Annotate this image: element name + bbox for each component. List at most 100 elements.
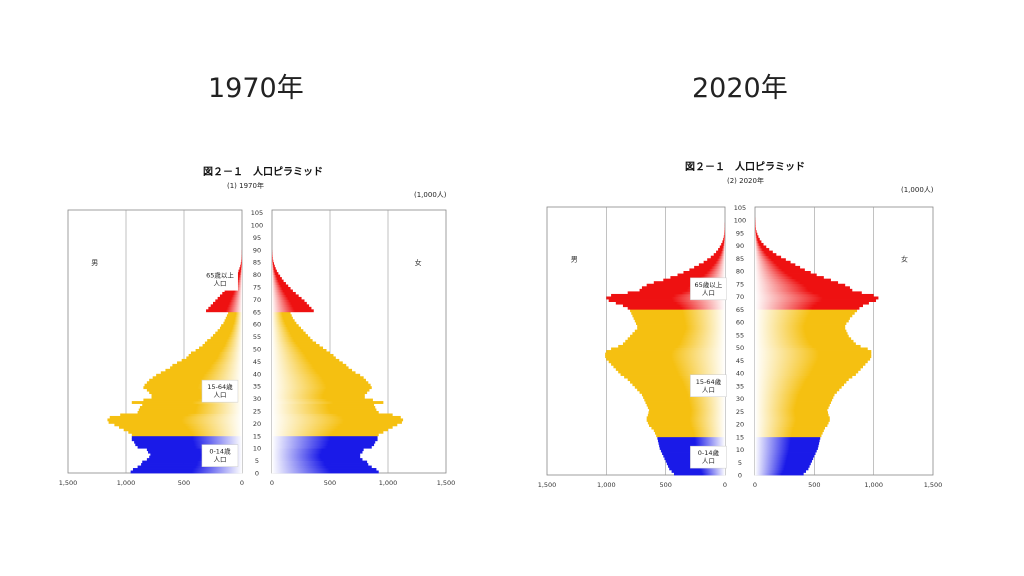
male-bar-age-24 xyxy=(648,411,725,415)
male-bar-age-73 xyxy=(224,289,242,293)
female-bar-age-59 xyxy=(755,322,847,325)
female-bar-age-70 xyxy=(755,293,874,297)
female-bar-age-19 xyxy=(755,424,828,427)
male-bar-age-27 xyxy=(142,403,242,407)
male-bar-age-50 xyxy=(199,346,242,350)
group-label-text: 15-64歳 xyxy=(696,377,722,386)
female-bar-age-47 xyxy=(272,353,334,357)
female-bar-age-2 xyxy=(272,465,372,469)
male-bar-age-39 xyxy=(620,373,725,376)
age-tick-label: 20 xyxy=(736,421,744,429)
male-bar-age-25 xyxy=(649,408,725,412)
age-tick-label: 85 xyxy=(253,259,261,267)
female-bar-age-29 xyxy=(272,398,373,402)
female-bar-age-9 xyxy=(755,449,817,453)
female-bar-age-97 xyxy=(755,225,756,229)
age-tick-label: 75 xyxy=(253,284,261,292)
female-bar-age-63 xyxy=(272,314,292,318)
female-bar-age-27 xyxy=(272,403,375,407)
female-bar-age-84 xyxy=(272,262,274,266)
female-bar-age-1 xyxy=(272,468,377,471)
male-bar-age-52 xyxy=(204,341,242,345)
female-bar-age-26 xyxy=(272,406,376,409)
female-bar-age-11 xyxy=(272,443,375,447)
female-bar-age-51 xyxy=(272,344,320,347)
age-tick-label: 45 xyxy=(736,357,744,365)
group-label-box xyxy=(201,379,239,403)
age-tick-label: 5 xyxy=(738,459,742,467)
male-bar-age-85 xyxy=(241,259,242,263)
male-bar-age-75 xyxy=(653,281,725,285)
male-bar-age-17 xyxy=(123,428,242,432)
male-bar-age-46 xyxy=(186,356,242,360)
female-bar-age-76 xyxy=(272,282,286,285)
x-tick-label-female: 500 xyxy=(808,481,820,489)
group-label-text: 15-64歳 xyxy=(207,382,233,391)
male-bar-age-29 xyxy=(143,398,242,402)
group-label-text: 人口 xyxy=(702,386,715,394)
population-pyramid-1970: 図２－１ 人口ピラミッド (1) 1970年 (1,000人) 0 5 10 15 20 25 3… xyxy=(59,165,456,487)
age-tick-label: 95 xyxy=(253,234,261,242)
age-tick-label: 105 xyxy=(251,209,263,217)
female-bar-age-85 xyxy=(755,255,782,259)
group-label-text: 人口 xyxy=(213,391,226,399)
female-bar-age-83 xyxy=(272,264,275,268)
male-bar-age-37 xyxy=(149,378,242,382)
female-bar-age-0 xyxy=(755,472,804,476)
female-bar-age-36 xyxy=(272,381,369,385)
male-bar-age-79 xyxy=(235,274,242,278)
male-bar-age-29 xyxy=(644,398,725,402)
male-bar-age-38 xyxy=(152,376,242,380)
age-tick-label: 35 xyxy=(736,382,744,390)
male-bar-age-13 xyxy=(657,439,725,443)
female-bar-age-90 xyxy=(755,242,764,246)
male-bar-age-36 xyxy=(146,381,242,385)
age-tick-label: 0 xyxy=(255,470,259,478)
male-bar-age-3 xyxy=(141,463,242,466)
male-bar-age-62 xyxy=(632,314,725,318)
male-bar-age-43 xyxy=(172,363,242,367)
male-bar-age-67 xyxy=(615,301,725,305)
male-bar-age-43 xyxy=(611,362,725,366)
group-label-box xyxy=(201,268,238,291)
female-bar-age-54 xyxy=(755,334,849,338)
male-bar-age-12 xyxy=(134,440,242,444)
male-bar-age-87 xyxy=(716,250,725,254)
female-bar-age-72 xyxy=(272,291,296,295)
male-bar-age-31 xyxy=(641,393,725,397)
female-bar-age-3 xyxy=(272,463,369,466)
age-tick-label: 50 xyxy=(736,344,744,352)
female-bar-age-50 xyxy=(272,346,324,350)
male-bar-age-20 xyxy=(647,421,725,425)
female-bar-age-74 xyxy=(755,283,846,287)
male-bar-age-70 xyxy=(611,293,725,297)
male-bar-age-71 xyxy=(219,294,242,298)
male-bar-age-54 xyxy=(210,336,242,340)
male-bar-age-22 xyxy=(646,416,725,420)
female-bar-age-65 xyxy=(272,309,314,313)
x-tick-label-female: 0 xyxy=(270,479,274,487)
female-bar-age-71 xyxy=(272,294,299,298)
female-bar-age-35 xyxy=(755,383,844,387)
male-bar-age-7 xyxy=(150,453,242,457)
female-bar-age-43 xyxy=(272,363,347,367)
female-bar-age-66 xyxy=(272,306,312,310)
male-bar-age-24 xyxy=(137,411,242,414)
x-tick-label-male: 1,000 xyxy=(597,481,616,489)
female-bar-age-1 xyxy=(755,469,807,473)
male-bar-age-61 xyxy=(633,316,725,320)
male-bar-age-69 xyxy=(215,299,242,303)
male-bar-age-53 xyxy=(207,339,242,342)
male-bar-age-5 xyxy=(146,458,242,461)
age-tick-label: 30 xyxy=(253,395,261,403)
male-bar-age-11 xyxy=(135,443,242,447)
male-bar-age-78 xyxy=(234,277,242,280)
age-tick-label: 85 xyxy=(736,255,744,263)
female-bar-age-5 xyxy=(272,458,363,461)
female-bar-age-9 xyxy=(272,448,364,452)
female-bar-age-76 xyxy=(755,278,831,282)
female-bar-age-96 xyxy=(755,227,756,231)
female-bar-age-56 xyxy=(755,329,847,333)
female-bar-age-95 xyxy=(755,230,757,234)
male-bar-age-56 xyxy=(634,329,725,333)
